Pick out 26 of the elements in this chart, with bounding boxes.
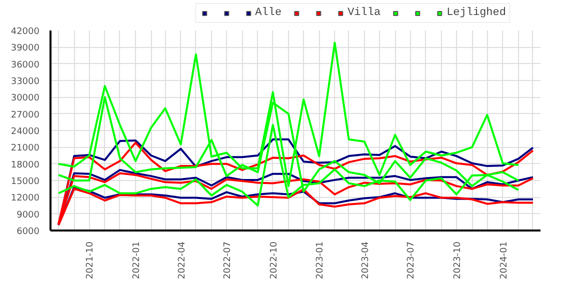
legend-label: Alle <box>255 7 282 19</box>
legend-label: Lejlighed <box>446 7 506 19</box>
y-tick-label: 9000 <box>16 210 40 220</box>
x-tick-label: 2023-07 <box>406 241 417 280</box>
y-tick-label: 33000 <box>10 77 40 87</box>
x-tick-label: 2022-04 <box>177 241 188 280</box>
x-tick-label: 2022-01 <box>132 241 142 280</box>
y-tick-label: 27000 <box>10 110 40 120</box>
x-tick-label: 2024-01 <box>499 241 510 280</box>
y-tick-label: 30000 <box>10 94 40 104</box>
y-tick-label: 12000 <box>10 194 40 204</box>
x-tick-label: 2022-07 <box>223 241 234 280</box>
y-tick-label: 42000 <box>10 27 40 37</box>
y-tick-label: 21000 <box>10 144 40 154</box>
y-tick-label: 15000 <box>10 177 40 187</box>
x-tick-label: 2023-04 <box>360 241 371 280</box>
x-tick-label: 2023-01 <box>316 241 326 280</box>
y-tick-label: 24000 <box>10 127 40 137</box>
y-tick-label: 39000 <box>10 44 40 54</box>
x-tick-label: 2021-10 <box>86 241 96 280</box>
legend-label: Villa <box>348 7 381 19</box>
x-tick-label: 2022-10 <box>269 241 280 280</box>
y-tick-label: 6000 <box>16 227 40 237</box>
y-tick-label: 36000 <box>10 60 40 70</box>
y-tick-label: 18000 <box>10 160 40 170</box>
x-tick-label: 2023-10 <box>452 241 463 280</box>
